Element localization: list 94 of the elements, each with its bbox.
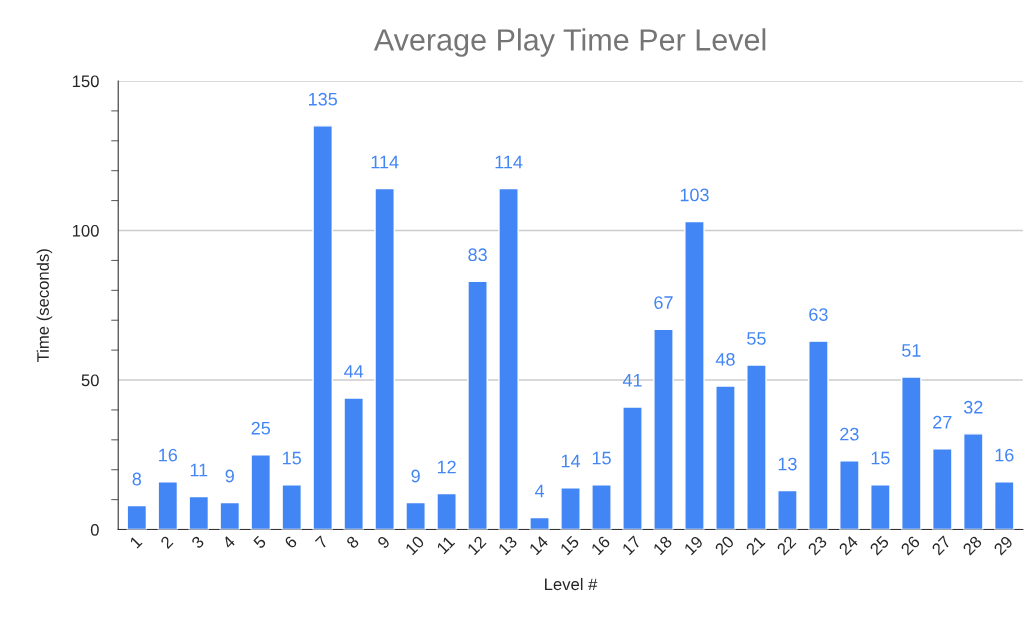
x-tick-label: 14 (528, 535, 549, 556)
data-label: 48 (715, 352, 735, 366)
data-label: 14 (561, 454, 581, 468)
bar (993, 481, 1015, 530)
data-label: 15 (871, 451, 890, 465)
x-tick-label: 12 (466, 535, 487, 556)
x-tick-label: 28 (962, 535, 983, 556)
x-tick-label: 10 (404, 535, 425, 556)
x-tick-label: 24 (838, 535, 859, 556)
data-label: 27 (933, 415, 952, 429)
bar (498, 187, 519, 530)
data-label: 41 (622, 374, 642, 387)
x-tick-label: 4 (221, 535, 236, 550)
x-tick-label: 29 (993, 535, 1014, 556)
data-label: 51 (902, 344, 921, 357)
data-label: 55 (747, 332, 766, 345)
x-tick-label: 7 (314, 535, 329, 549)
x-tick-label: 13 (497, 535, 518, 556)
x-tick-label: 2 (159, 535, 174, 549)
data-label: 9 (225, 469, 234, 483)
x-tick-label: 26 (900, 535, 921, 556)
data-label: 11 (190, 463, 208, 477)
x-tick-label: 21 (745, 535, 766, 556)
y-tick-label: 100 (72, 224, 99, 237)
y-tick-label: 0 (90, 523, 99, 536)
y-tick-label: 150 (72, 75, 99, 88)
x-tick-label: 6 (283, 535, 298, 550)
x-tick-label: 5 (252, 535, 267, 550)
bar (591, 483, 612, 530)
y-axis-title: Time (seconds) (36, 249, 53, 362)
chart-title: Average Play Time Per Level (373, 28, 766, 57)
bar (157, 481, 179, 530)
bar (746, 364, 767, 530)
bar (839, 460, 860, 530)
data-label: 13 (778, 457, 797, 471)
data-label: 32 (963, 400, 983, 414)
bar (374, 187, 395, 530)
x-tick-label: 25 (869, 535, 890, 556)
x-tick-label: 19 (683, 535, 704, 556)
x-tick-label: 22 (776, 535, 797, 556)
data-label: 135 (309, 92, 337, 106)
bar (126, 504, 148, 530)
x-tick-label: 11 (436, 535, 456, 555)
bar (560, 486, 581, 530)
bar (405, 501, 426, 530)
data-label: 63 (809, 308, 828, 321)
data-label: 103 (680, 188, 709, 202)
data-label: 16 (159, 448, 178, 462)
bar (188, 495, 210, 530)
data-label: 67 (654, 296, 673, 309)
data-label: 9 (411, 469, 420, 483)
bar (529, 516, 550, 530)
x-axis-title: Level # (545, 577, 598, 591)
x-tick-label: 18 (652, 535, 673, 556)
x-tick-label: 23 (807, 535, 828, 556)
data-label: 8 (132, 472, 142, 486)
x-tick-label: 8 (345, 535, 360, 550)
x-tick-label: 20 (714, 535, 735, 556)
bar (684, 220, 705, 530)
data-label: 16 (995, 448, 1014, 462)
x-tick-label: 1 (129, 535, 143, 549)
bar (622, 406, 643, 530)
bar (312, 125, 333, 530)
x-tick-label: 15 (559, 535, 580, 556)
bar (901, 376, 922, 530)
bar (467, 280, 488, 530)
bar (870, 483, 891, 530)
bar (715, 385, 736, 530)
data-label: 23 (840, 427, 859, 441)
bar (808, 340, 829, 530)
bar (932, 448, 953, 530)
x-tick-label: 16 (590, 535, 611, 556)
x-tick-label: 17 (621, 535, 642, 556)
data-label: 83 (468, 248, 487, 262)
bar (343, 397, 364, 530)
data-label: 114 (371, 155, 399, 169)
x-tick-label: 3 (190, 535, 205, 550)
data-label: 25 (251, 421, 271, 435)
bar (653, 328, 674, 530)
x-tick-label: 27 (931, 535, 952, 556)
data-label: 15 (592, 451, 611, 465)
data-label: 15 (283, 451, 301, 465)
data-label: 114 (495, 155, 523, 169)
bar (777, 489, 798, 530)
data-label: 44 (344, 365, 364, 378)
data-label: 12 (437, 460, 456, 474)
bar (250, 454, 272, 530)
bar (436, 492, 457, 530)
bar (962, 433, 984, 530)
bar (281, 483, 303, 530)
data-label: 4 (534, 484, 545, 498)
y-tick-label: 50 (81, 374, 99, 387)
x-tick-label: 9 (376, 535, 391, 550)
bar (219, 501, 241, 530)
